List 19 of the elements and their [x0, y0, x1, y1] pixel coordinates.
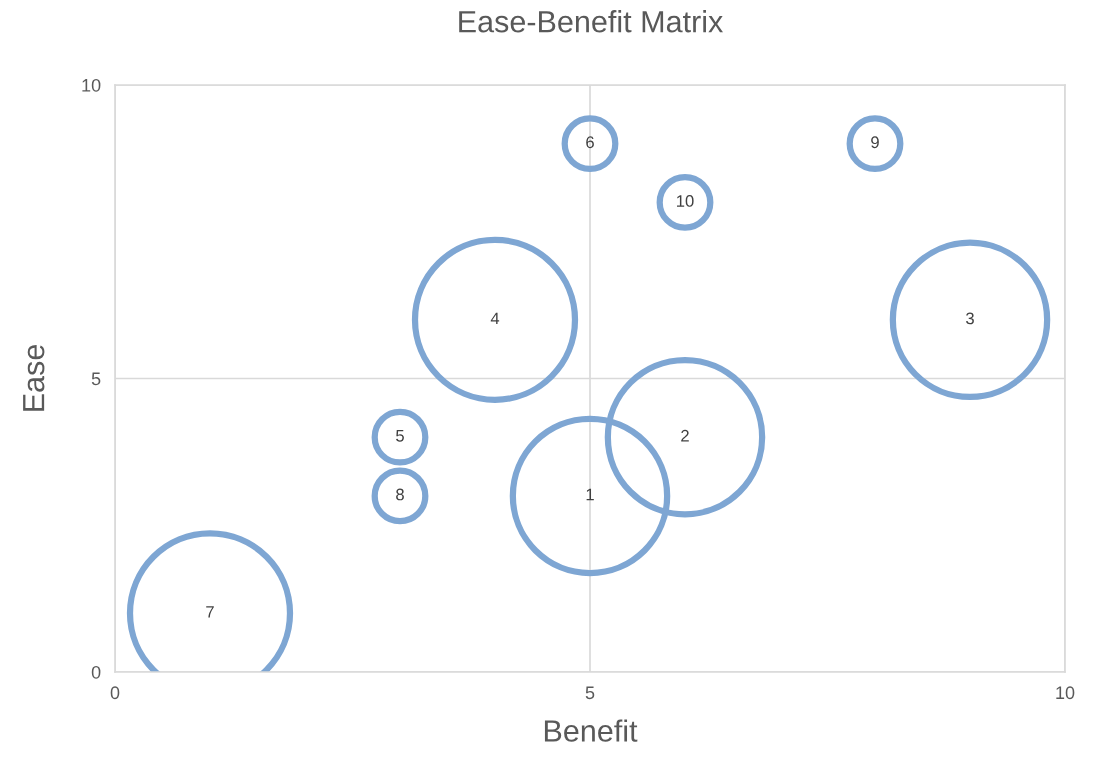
x-tick-label: 10: [1056, 686, 1075, 700]
annotation: 2: [681, 429, 689, 442]
annotation: 9: [871, 136, 879, 149]
annotation: 10: [677, 195, 694, 207]
annotation: 8: [396, 488, 404, 501]
y-tick-label: 10: [82, 78, 101, 92]
annotation: 3: [966, 312, 974, 325]
y-tick-label: 0: [91, 665, 101, 679]
x-axis-title: Benefit: [544, 719, 638, 742]
y-tick-label: 5: [91, 372, 101, 386]
y-axis-title: Ease: [23, 345, 45, 411]
annotation: 4: [490, 312, 500, 325]
annotation: 5: [396, 430, 404, 442]
x-tick-label: 0: [110, 686, 120, 700]
x-tick-label: 5: [585, 686, 595, 700]
annotation: 7: [206, 606, 214, 618]
annotation: 1: [586, 488, 594, 501]
chart-title: Ease-Benefit Matrix: [459, 10, 723, 33]
annotation: 6: [586, 136, 594, 149]
